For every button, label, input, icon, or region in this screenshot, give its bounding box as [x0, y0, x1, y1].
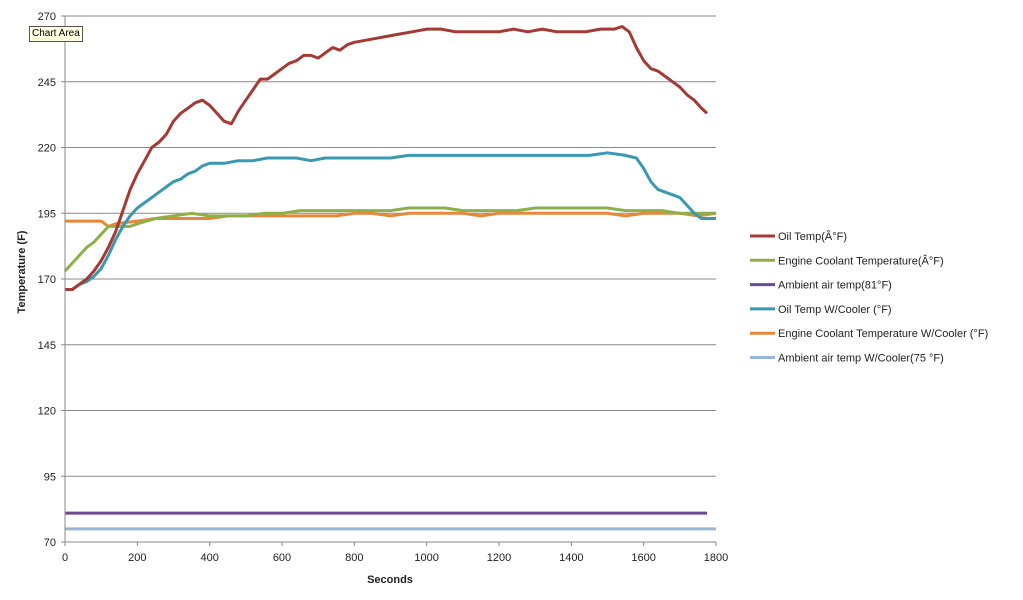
y-tick-label: 220 — [38, 143, 56, 155]
chart-area-tooltip: Chart Area — [29, 26, 83, 42]
legend-label-0: Oil Temp(Â°F) — [778, 230, 847, 243]
y-tick-label: 70 — [44, 537, 56, 549]
legend-label-1: Engine Coolant Temperature(Â°F) — [778, 254, 944, 267]
y-tick-label: 145 — [38, 340, 56, 352]
x-tick-label: 600 — [273, 552, 291, 564]
series-line-1 — [63, 206, 716, 273]
legend-label-3: Oil Temp W/Cooler (°F) — [778, 304, 892, 316]
gridlines — [65, 15, 716, 477]
x-tick-label: 0 — [62, 552, 68, 564]
series-line-0 — [65, 25, 709, 291]
y-tick-label: 195 — [38, 208, 56, 220]
x-tick-label: 1800 — [704, 552, 728, 564]
series-layer — [63, 25, 717, 531]
x-tick-label: 1400 — [559, 552, 583, 564]
y-tick-labels: 70 95 120 145 170 195 220 245 270 — [38, 11, 65, 549]
x-tick-label: 400 — [200, 552, 218, 564]
y-tick-label: 245 — [38, 77, 56, 89]
series-line-3 — [65, 151, 716, 291]
y-tick-label: 120 — [38, 406, 56, 418]
legend-label-5: Ambient air temp W/Cooler(75 °F) — [778, 353, 944, 365]
series-line-4 — [65, 211, 717, 228]
legend-label-4: Engine Coolant Temperature W/Cooler (°F) — [778, 328, 988, 340]
legend: Oil Temp(Â°F) Engine Coolant Temperature(… — [750, 230, 988, 365]
legend-label-2: Ambient air temp(81°F) — [778, 280, 892, 292]
x-tick-label: 1000 — [414, 552, 438, 564]
y-tick-label: 95 — [44, 471, 56, 483]
x-tick-label: 800 — [345, 552, 363, 564]
x-tick-label: 200 — [128, 552, 146, 564]
y-tick-label: 270 — [38, 11, 56, 23]
x-axis-title: Seconds — [367, 574, 413, 586]
x-tick-label: 1200 — [487, 552, 511, 564]
x-tick-labels: 0 200 400 600 800 1000 1200 1400 1600 1800 — [62, 542, 728, 564]
y-axis-title: Temperature (F) — [16, 230, 28, 313]
y-tick-label: 170 — [38, 274, 56, 286]
x-tick-label: 1600 — [631, 552, 655, 564]
